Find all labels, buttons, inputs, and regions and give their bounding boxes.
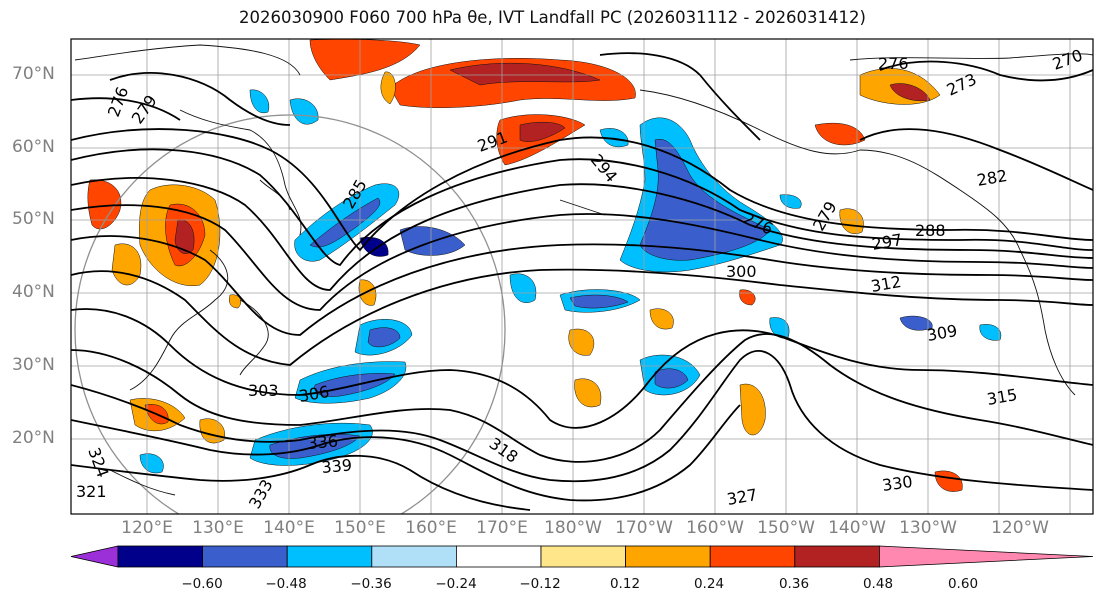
longitude-label: 140°W: [828, 518, 886, 538]
colorbar-segment: [371, 545, 457, 568]
colorbar-segment: [709, 545, 796, 568]
latitude-label-20n: 20°N: [12, 428, 55, 448]
colorbar: [70, 545, 1094, 568]
colorbar-segment: [117, 545, 203, 568]
theta-e-contours: [71, 52, 1093, 511]
colorbar-segment: [794, 545, 880, 568]
longitude-label: 170°E: [476, 518, 528, 538]
contour-label: 303: [248, 381, 279, 400]
latitude-label-40n: 40°N: [12, 282, 55, 302]
map-title: 2026030900 F060 700 hPa θe, IVT Landfall…: [239, 8, 866, 27]
longitude-label: 170°W: [615, 518, 673, 538]
colorbar-segment: [455, 545, 542, 568]
longitude-label: 150°E: [334, 518, 386, 538]
longitude-label: 160°E: [405, 518, 457, 538]
map-frame: [70, 38, 1094, 515]
longitude-label: 180°W: [544, 518, 602, 538]
longitude-label: 150°W: [757, 518, 815, 538]
colorbar-tick-label: 0.60: [947, 576, 979, 592]
contour-label: 300: [726, 262, 757, 281]
colorbar-tick-label: 0.24: [693, 576, 725, 592]
latitude-label-70n: 70°N: [12, 64, 55, 84]
longitude-label: 120°E: [121, 518, 173, 538]
colorbar-tick-label: −0.24: [435, 576, 477, 592]
colorbar-segment: [540, 545, 626, 568]
longitude-label: 130°W: [899, 518, 957, 538]
colorbar-tick-label: −0.48: [265, 576, 307, 592]
colorbar-tick-label: −0.36: [350, 576, 392, 592]
latitude-label-60n: 60°N: [12, 137, 55, 157]
colorbar-tick-label: −0.60: [181, 576, 223, 592]
contour-label: 336: [307, 431, 339, 453]
longitude-label: 160°W: [686, 518, 744, 538]
contour-label: 321: [76, 482, 107, 501]
colorbar-tick-label: −0.12: [519, 576, 561, 592]
contour-label: 339: [321, 455, 353, 477]
longitude-label: 120°W: [991, 518, 1049, 538]
longitude-label: 130°E: [192, 518, 244, 538]
latitude-label-50n: 50°N: [12, 209, 55, 229]
contour-label: 330: [881, 472, 914, 495]
colorbar-tick-label: 0.12: [609, 576, 641, 592]
shaded-pc-field: [87, 39, 1002, 492]
longitude-label: 140°E: [263, 518, 315, 538]
latitude-label-30n: 30°N: [12, 355, 55, 375]
colorbar-segment: [202, 545, 288, 568]
colorbar-segment: [286, 545, 373, 568]
colorbar-tick-label: 0.36: [778, 576, 810, 592]
colorbar-tick-label: 0.48: [862, 576, 894, 592]
contour-label: 288: [915, 221, 946, 240]
colorbar-segment: [70, 545, 119, 568]
contour-label: 276: [878, 54, 909, 73]
colorbar-segment: [625, 545, 711, 568]
range-rings: [74, 114, 506, 514]
colorbar-segment: [879, 545, 1094, 568]
